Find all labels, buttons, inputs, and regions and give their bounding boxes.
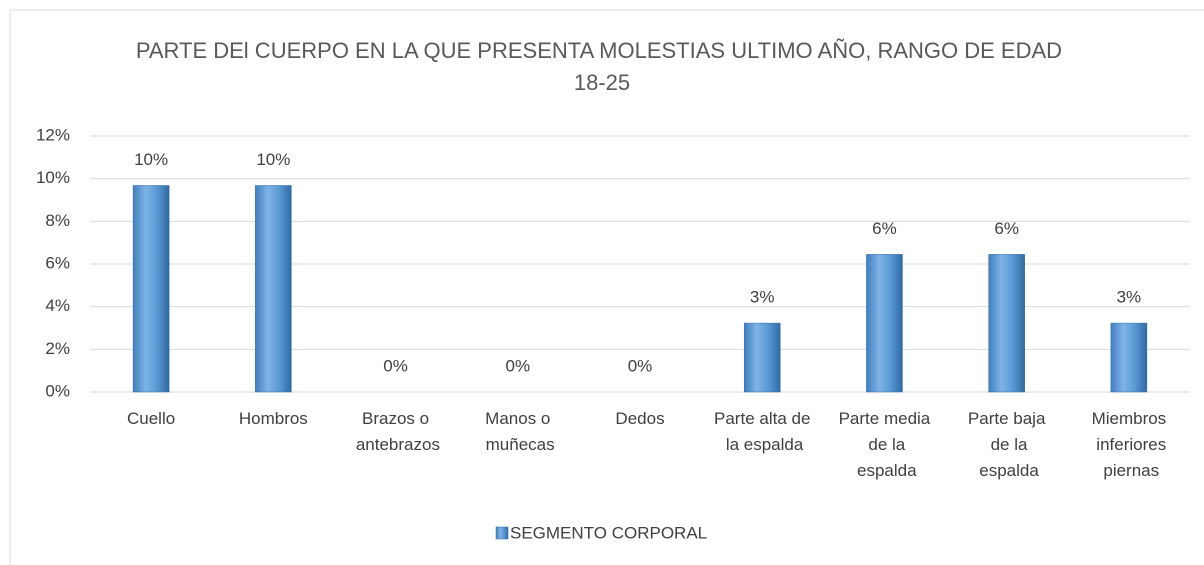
x-tick-label: Cuello [127, 409, 175, 428]
data-label: 0% [383, 356, 408, 375]
y-tick-label: 2% [45, 339, 70, 358]
bar [1110, 322, 1148, 393]
x-tick-label: Dedos [615, 409, 664, 428]
bar [743, 322, 781, 393]
x-tick-label: Parte alta de la espalda [714, 409, 810, 454]
x-tick-label: Brazos o antebrazos [351, 409, 440, 454]
data-label: 10% [256, 150, 290, 169]
chart-title: PARTE DEl CUERPO EN LA QUE PRESENTA MOLE… [136, 38, 1068, 95]
data-label: 0% [505, 356, 530, 375]
data-label: 3% [750, 288, 775, 307]
y-tick-label: 12% [36, 125, 70, 144]
x-tick-label: Miembros inferiores piernas [1092, 409, 1167, 480]
legend-label: SEGMENTO CORPORAL [510, 523, 707, 542]
bar [255, 185, 292, 393]
bar [132, 185, 170, 393]
data-label: 3% [1117, 288, 1142, 307]
x-tick-label: Manos o muñecas [481, 409, 555, 454]
x-tick-label: Hombros [239, 409, 308, 428]
y-tick-label: 6% [45, 253, 70, 272]
legend-swatch [495, 526, 509, 540]
y-tick-label: 8% [45, 211, 70, 230]
bar [866, 254, 903, 393]
data-label: 0% [628, 356, 653, 375]
x-tick-label: Parte media de la espalda [839, 409, 931, 480]
chart-border [9, 9, 1204, 565]
data-label: 10% [134, 150, 168, 169]
y-tick-label: 10% [36, 168, 70, 187]
y-tick-label: 0% [45, 381, 70, 400]
y-tick-label: 4% [45, 296, 70, 315]
data-label: 6% [994, 219, 1019, 238]
data-label: 6% [872, 219, 897, 238]
bar [988, 254, 1025, 393]
x-tick-label: Parte baja de la espalda [968, 409, 1046, 480]
